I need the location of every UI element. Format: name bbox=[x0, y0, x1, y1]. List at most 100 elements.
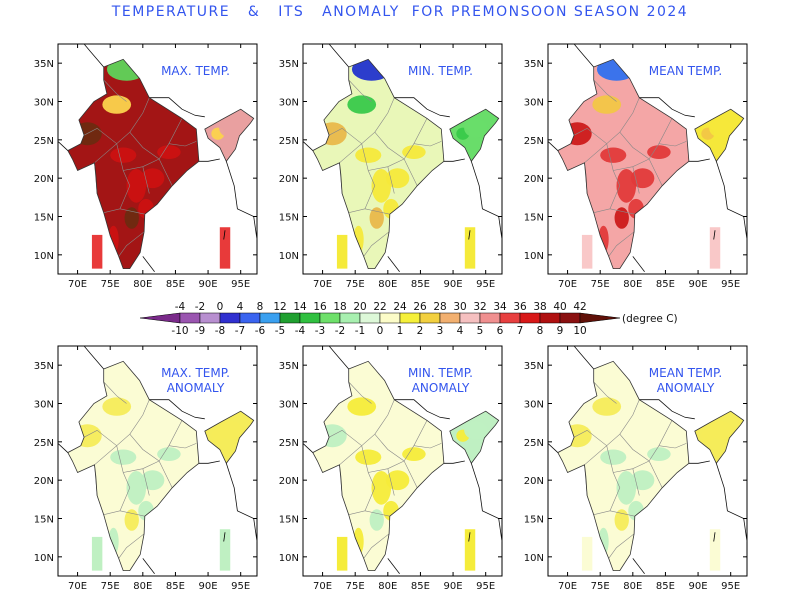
x-tick-label: 80E bbox=[378, 279, 397, 290]
y-tick-label: 30N bbox=[34, 400, 54, 411]
state-border bbox=[368, 158, 418, 186]
legend-top-label: 34 bbox=[493, 301, 507, 313]
field-patch bbox=[102, 95, 132, 114]
y-tick-label: 10N bbox=[34, 251, 54, 262]
field-patch bbox=[464, 421, 488, 440]
andaman-inset bbox=[464, 227, 476, 269]
coastline bbox=[547, 443, 559, 453]
x-tick-label: 85E bbox=[166, 279, 185, 290]
coastline bbox=[688, 460, 710, 464]
y-tick-label: 35N bbox=[34, 59, 54, 70]
field-patch bbox=[355, 449, 382, 465]
state-border bbox=[158, 118, 183, 160]
state-border bbox=[83, 127, 117, 144]
x-tick-label: 80E bbox=[133, 279, 152, 290]
legend-top-label: 20 bbox=[353, 301, 366, 313]
coastline bbox=[470, 463, 503, 542]
field-patch bbox=[600, 147, 627, 163]
y-tick-label: 15N bbox=[524, 515, 544, 526]
state-border bbox=[103, 510, 145, 517]
state-border bbox=[129, 132, 160, 160]
y-tick-label: 30N bbox=[524, 400, 544, 411]
field-patch bbox=[592, 95, 622, 114]
field-patch bbox=[600, 449, 627, 465]
coastline bbox=[387, 558, 400, 574]
panel-title: MEAN TEMP. bbox=[628, 64, 743, 79]
india-landmass bbox=[67, 361, 199, 571]
x-tick-label: 90E bbox=[199, 279, 218, 290]
andaman-island bbox=[468, 532, 471, 542]
andaman-inset bbox=[219, 529, 231, 571]
legend-swatch bbox=[479, 312, 501, 324]
state-border bbox=[584, 97, 640, 164]
field-patch bbox=[157, 145, 181, 159]
field-patch bbox=[219, 119, 243, 138]
legend-bottom-label: -8 bbox=[215, 325, 225, 337]
border-line bbox=[83, 345, 105, 370]
state-border bbox=[158, 420, 183, 462]
x-tick-label: 75E bbox=[591, 279, 610, 290]
x-tick-label: 85E bbox=[656, 279, 675, 290]
state-border bbox=[374, 434, 405, 462]
state-border bbox=[593, 208, 635, 215]
y-tick-label: 15N bbox=[524, 213, 544, 224]
state-border bbox=[573, 429, 607, 446]
legend-bottom-label: -3 bbox=[315, 325, 325, 337]
legend-top-label: 24 bbox=[393, 301, 407, 313]
coastline bbox=[302, 141, 314, 151]
legend-top-label: 40 bbox=[553, 301, 566, 313]
india-landmass bbox=[557, 361, 689, 571]
country-border-ne bbox=[694, 410, 745, 465]
panel-title: MIN. TEMP. bbox=[383, 64, 498, 79]
legend-top-label: 22 bbox=[373, 301, 386, 313]
legend-swatch bbox=[359, 312, 381, 324]
border-line bbox=[83, 43, 105, 68]
x-tick-label: 70E bbox=[313, 279, 332, 290]
state-border bbox=[413, 443, 442, 449]
state-border bbox=[608, 231, 635, 257]
field-patch bbox=[110, 449, 137, 465]
map-panel-mean-temp: 70E 75E 80E 85E 90E 95E 35N 30N 25N 20N 15N 10N MEAN… bbox=[508, 43, 752, 294]
state-border bbox=[348, 510, 390, 517]
andaman-island bbox=[713, 230, 716, 240]
state-border bbox=[363, 533, 390, 559]
state-border bbox=[116, 143, 131, 209]
coastline bbox=[715, 161, 748, 240]
legend-swatch bbox=[199, 312, 221, 324]
main-title: TEMPERATURE & ITS ANOMALY FOR PREMONSOON… bbox=[111, 4, 689, 20]
x-tick-label: 95E bbox=[231, 581, 250, 592]
legend-top-label: 28 bbox=[433, 301, 446, 313]
state-border bbox=[142, 468, 150, 496]
field-patch bbox=[124, 509, 139, 531]
panel-title: MIN. TEMP. ANOMALY bbox=[383, 366, 498, 396]
y-tick-label: 25N bbox=[34, 438, 54, 449]
state-border bbox=[361, 143, 376, 209]
field-patch bbox=[592, 397, 622, 416]
y-tick-label: 20N bbox=[524, 476, 544, 487]
panel-title-line: ANOMALY bbox=[411, 381, 470, 395]
legend-bottom-label: 0 bbox=[377, 325, 384, 337]
border-line bbox=[149, 97, 205, 118]
x-tick-label: 95E bbox=[476, 581, 495, 592]
map-panel-max-anom: 70E 75E 80E 85E 90E 95E 35N 30N 25N 20N 15N 10N MAX.… bbox=[18, 345, 262, 596]
country-border-ne bbox=[204, 410, 255, 465]
state-border bbox=[103, 79, 127, 102]
panel-title-line: MIN. TEMP. bbox=[408, 64, 473, 78]
x-tick-label: 95E bbox=[721, 279, 740, 290]
legend-swatch bbox=[519, 312, 541, 324]
legend-bottom-label: -2 bbox=[335, 325, 345, 337]
state-border bbox=[573, 127, 607, 144]
y-tick-label: 20N bbox=[34, 174, 54, 185]
coastline bbox=[225, 161, 258, 240]
field-patch bbox=[355, 147, 382, 163]
legend-bottom-label: 4 bbox=[457, 325, 464, 337]
legend-bottom-label: -6 bbox=[255, 325, 266, 337]
coastline bbox=[198, 158, 220, 162]
country-border-ne bbox=[204, 108, 255, 163]
legend-top-label: 42 bbox=[573, 301, 586, 313]
country-border-ne bbox=[449, 108, 500, 163]
legend-bottom-label: -4 bbox=[295, 325, 306, 337]
x-tick-label: 70E bbox=[558, 279, 577, 290]
map-panel-mean-anom: 70E 75E 80E 85E 90E 95E 35N 30N 25N 20N 15N 10N MEAN… bbox=[508, 345, 752, 596]
